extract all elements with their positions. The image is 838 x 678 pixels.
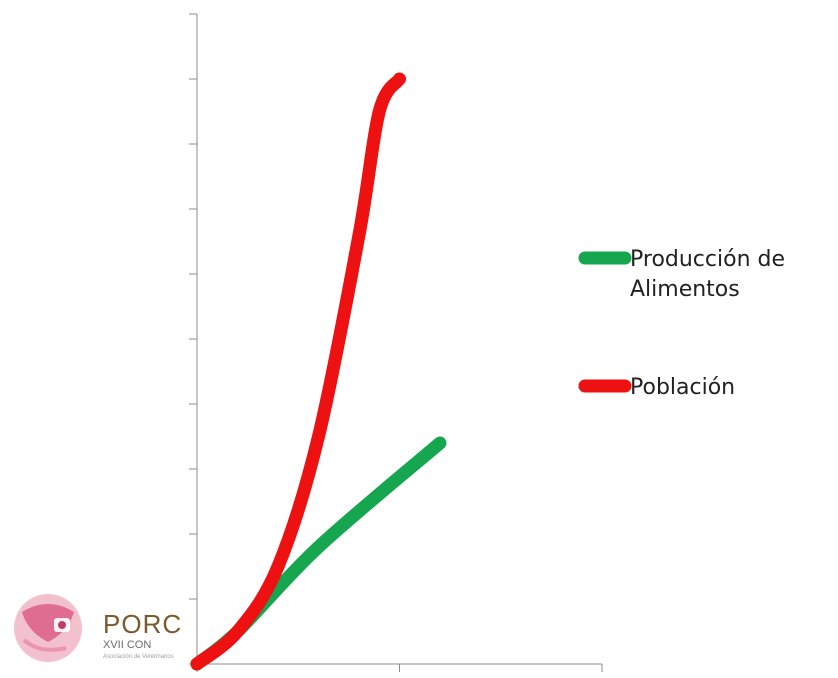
logo-subtitle: XVII CON: [103, 639, 151, 651]
porc-logo: PORC XVII CON Asociación de Veterinarios: [14, 594, 182, 662]
logo-name: PORC: [103, 609, 182, 639]
legend-label: Población: [630, 375, 735, 400]
logo-tagline: Asociación de Veterinarios: [103, 654, 174, 660]
chart-axes: [189, 13, 603, 672]
series-layer: [190, 72, 447, 671]
chart-legend: Producción de Alimentos Población: [578, 247, 785, 400]
legend-label: Alimentos: [630, 277, 740, 302]
series-line-poblacion: [190, 72, 406, 671]
legend-label: Producción de: [630, 247, 785, 272]
